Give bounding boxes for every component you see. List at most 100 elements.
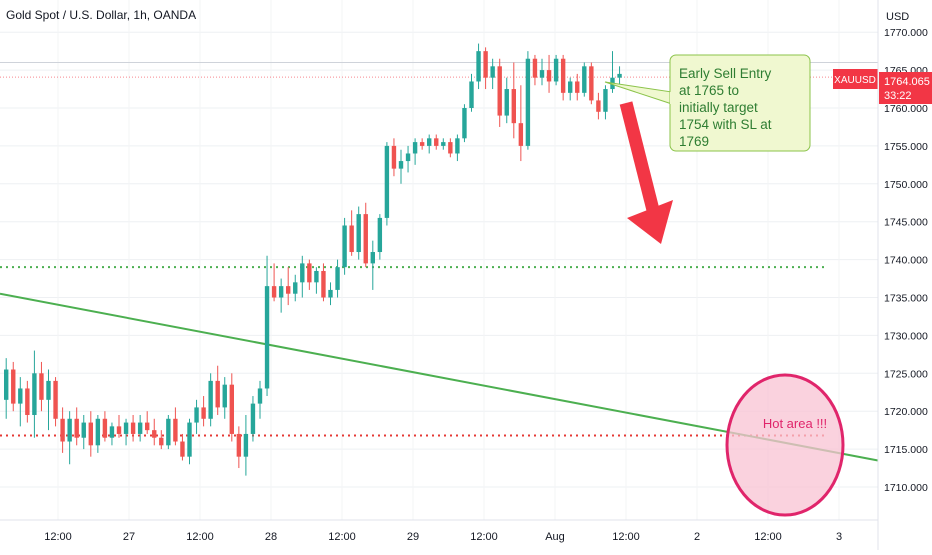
callout-line: 1754 with SL at — [679, 117, 772, 132]
sell-arrow-head — [627, 200, 673, 244]
callout-line: 1769 — [679, 134, 709, 149]
candle — [116, 414, 122, 438]
candle-body — [476, 51, 481, 82]
time-tick-label: 27 — [123, 531, 135, 543]
candle-body — [391, 145, 397, 169]
candle-body — [349, 225, 354, 253]
candle-body — [257, 388, 263, 404]
candle — [250, 396, 256, 442]
candle-body — [518, 123, 524, 146]
candle — [384, 142, 390, 226]
candle-body — [264, 286, 270, 389]
last-price-value: 1764.065 — [884, 76, 930, 88]
candle-body — [377, 217, 383, 253]
candle — [370, 240, 375, 290]
time-tick-label: 29 — [407, 531, 419, 543]
candle — [286, 267, 291, 306]
candle — [617, 66, 622, 86]
candle — [363, 202, 368, 268]
candle — [152, 418, 157, 446]
candle-body — [222, 384, 227, 408]
candle — [596, 92, 601, 120]
last-price-box — [879, 72, 932, 104]
candle — [243, 414, 249, 476]
candle — [4, 358, 9, 419]
price-tick-labels: 1710.000 1715.000 1720.000 1725.000 1730.000… — [884, 27, 928, 494]
candle — [293, 274, 298, 302]
candle-body — [208, 380, 213, 419]
candles — [4, 43, 622, 476]
candle-body — [582, 66, 587, 93]
candle — [215, 365, 220, 415]
candle-body — [81, 422, 86, 438]
price-label-box — [833, 69, 878, 89]
price-tick-label: 1760.000 — [884, 103, 928, 115]
candle-body — [39, 373, 44, 400]
candle — [476, 43, 481, 90]
candle — [603, 85, 608, 120]
time-tick-label: 3 — [836, 531, 842, 543]
candle-body — [455, 138, 460, 154]
candle-body — [152, 430, 157, 438]
candle — [109, 422, 115, 446]
time-axis[interactable]: 12:00 27 12:00 28 12:00 29 12:00 Aug 12:00 2 12:00… — [0, 0, 879, 550]
candle — [575, 73, 580, 101]
candle — [278, 278, 284, 313]
candle — [589, 62, 594, 105]
candle — [462, 104, 467, 143]
candle-body — [187, 422, 192, 457]
candle-body — [412, 142, 418, 154]
candle — [412, 138, 418, 165]
candle — [356, 206, 361, 260]
candle-body — [575, 81, 580, 93]
candle — [46, 369, 51, 431]
price-tick-label: 1725.000 — [884, 368, 928, 380]
candle — [582, 62, 587, 97]
candle-body — [300, 263, 305, 283]
candle — [490, 58, 495, 90]
candle-body — [201, 407, 206, 419]
candle — [546, 54, 552, 93]
candle-body — [560, 58, 566, 93]
candle-body — [497, 66, 502, 116]
candle-body — [137, 422, 143, 434]
candle — [610, 51, 615, 93]
candle — [222, 377, 227, 419]
price-tick-label: 1715.000 — [884, 444, 928, 456]
candle-body — [32, 373, 37, 415]
time-tick-label: 12:00 — [186, 531, 214, 543]
candle — [180, 433, 185, 461]
candle-body — [553, 58, 559, 82]
candle — [25, 380, 30, 423]
candle-body — [539, 70, 545, 78]
candle — [81, 414, 86, 450]
candle — [187, 418, 192, 465]
candle — [264, 255, 270, 397]
callout-pointer — [604, 81, 673, 105]
candle — [560, 54, 566, 101]
candle-body — [173, 418, 178, 442]
candle-body — [18, 388, 23, 404]
price-axis[interactable]: USD 1710.000 1715.000 1720.000 1725.000 1730… — [833, 11, 932, 494]
candle-body — [271, 286, 277, 298]
candle-body — [525, 58, 531, 146]
candle-body — [321, 270, 326, 298]
candle-body — [483, 51, 488, 78]
candle — [314, 267, 319, 294]
candle-body — [363, 214, 368, 264]
candle — [448, 138, 453, 158]
candle — [166, 414, 171, 450]
candle — [434, 134, 439, 150]
candle — [307, 259, 312, 290]
candle-body — [130, 422, 136, 434]
price-tick-label: 1710.000 — [884, 482, 928, 494]
candle — [504, 77, 509, 124]
candle-body — [293, 282, 298, 294]
candle-body — [53, 380, 58, 419]
candle-body — [250, 403, 256, 434]
candle — [88, 411, 93, 457]
price-tick-label: 1735.000 — [884, 293, 928, 305]
candle — [257, 380, 263, 419]
